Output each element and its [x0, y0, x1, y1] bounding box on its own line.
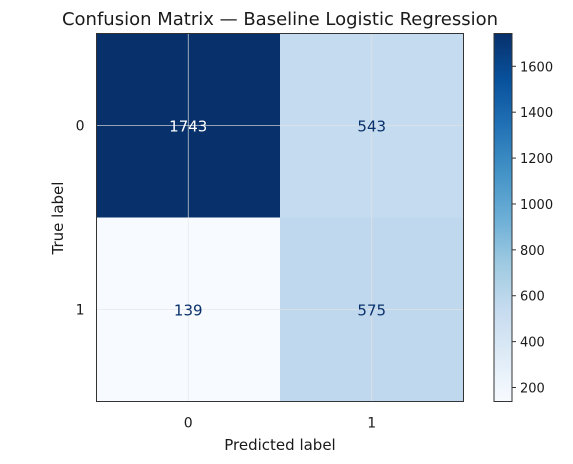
cell-value-label: 575: [357, 302, 386, 320]
cell-value-label: 139: [174, 302, 203, 320]
cell-value-labels: 1743 543 139 575: [169, 118, 386, 320]
chart-title: Confusion Matrix — Baseline Logistic Reg…: [62, 9, 498, 30]
colorbar-tick-label: 1400: [520, 106, 553, 121]
x-tick-label: 1: [367, 416, 376, 432]
heatmap-cells: [96, 33, 464, 402]
cell-value-label: 543: [357, 118, 386, 136]
x-tick-label: 0: [184, 416, 193, 432]
cell-value-label: 1743: [169, 118, 207, 136]
colorbar: [493, 33, 513, 402]
colorbar-tick-label: 1000: [520, 198, 553, 213]
colorbar-tick-label: 200: [520, 382, 545, 397]
colorbar-tick-label: 1600: [520, 60, 553, 75]
y-tick-label: 0: [76, 119, 85, 135]
y-axis-label: True label: [49, 182, 67, 256]
y-tick-label: 1: [76, 303, 85, 319]
colorbar-tick-label: 1200: [520, 152, 553, 167]
plot-frame: [96, 33, 464, 402]
gridlines: [96, 33, 464, 402]
y-axis-ticks: 01: [76, 119, 85, 319]
colorbar-tick-label: 400: [520, 336, 545, 351]
colorbar-tick-label: 600: [520, 290, 545, 305]
colorbar-tick-label: 800: [520, 244, 545, 259]
x-axis-label: Predicted label: [224, 436, 335, 454]
colorbar-ticks: 200 400 600 800 1000 1200 1400 1600: [512, 60, 553, 397]
